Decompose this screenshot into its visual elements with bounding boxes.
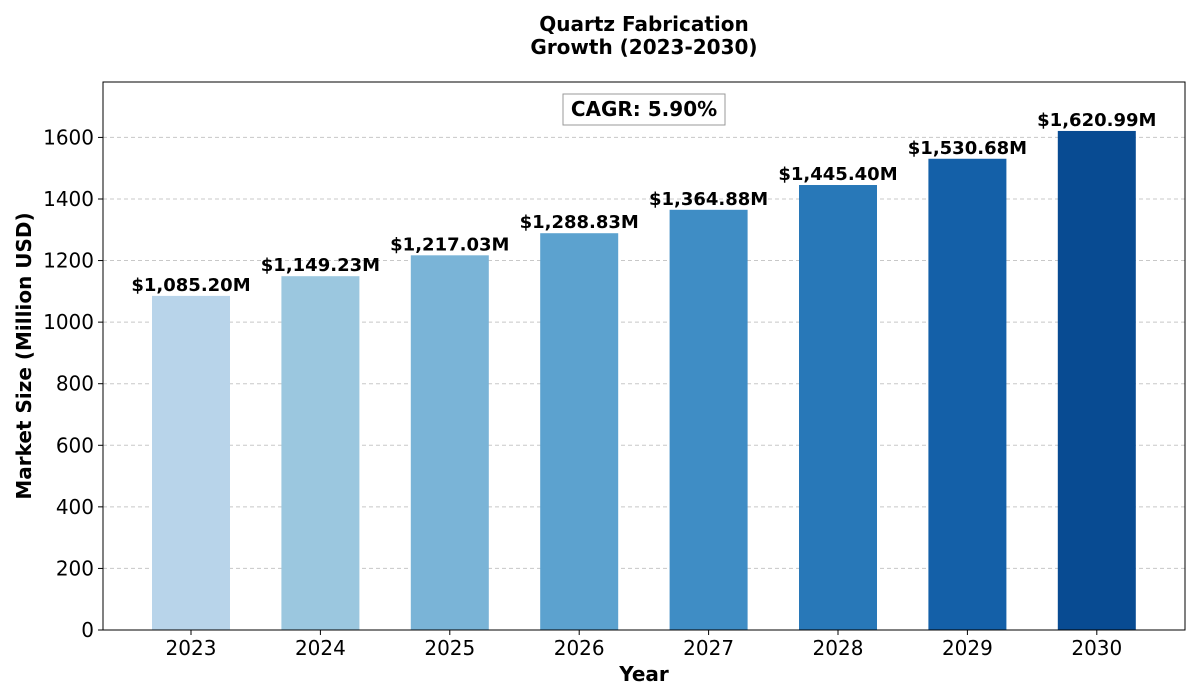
plot-frame <box>102 81 1186 631</box>
x-tick-label: 2024 <box>295 636 346 660</box>
bar <box>152 295 230 630</box>
data-labels: $1,085.20M $1,149.23M $1,217.03M $1,288.83M… <box>131 110 1156 296</box>
bar <box>799 185 877 630</box>
y-tick-label: 1600 <box>43 125 94 149</box>
y-tick-label: 1200 <box>43 249 94 273</box>
bar <box>669 209 748 630</box>
y-tick-label: 600 <box>56 433 94 457</box>
y-axis-label: Market Size (Million USD) <box>12 212 36 499</box>
bar <box>540 233 619 630</box>
bar-value-label: $1,620.99M <box>1037 110 1156 131</box>
bars <box>152 130 1136 630</box>
bar-value-label: $1,364.88M <box>649 189 768 210</box>
y-tick-label: 200 <box>56 556 94 580</box>
x-axis-label: Year <box>618 662 669 686</box>
chart-title-line-1: Quartz Fabrication <box>539 12 749 36</box>
cagr-annotation-box <box>562 93 726 126</box>
bar <box>1057 130 1136 630</box>
x-tick-label: 2026 <box>554 636 605 660</box>
bar-value-label: $1,288.83M <box>520 212 639 233</box>
bar-value-label: $1,149.23M <box>261 255 380 276</box>
x-tick-label: 2030 <box>1071 636 1122 660</box>
cagr-annotation-text: CAGR: 5.90% <box>571 97 717 121</box>
y-tick-label: 800 <box>56 372 94 396</box>
bar <box>281 276 360 630</box>
x-axis-ticks: 2023 2024 2025 2026 2027 2028 2029 2030 <box>166 630 1122 660</box>
gridlines <box>103 136 1185 569</box>
y-tick-label: 1000 <box>43 310 94 334</box>
x-tick-label: 2027 <box>683 636 734 660</box>
plot-area <box>103 82 1185 630</box>
chart-title-line-2: Growth (2023-2030) <box>530 35 757 59</box>
x-tick-label: 2028 <box>813 636 864 660</box>
bar <box>410 255 489 630</box>
y-tick-label: 1400 <box>43 187 94 211</box>
y-tick-label: 0 <box>81 618 94 642</box>
cagr-annotation: CAGR: 5.90% <box>562 93 726 126</box>
x-tick-label: 2023 <box>166 636 217 660</box>
y-tick-label: 400 <box>56 495 94 519</box>
x-tick-label: 2025 <box>424 636 475 660</box>
bar-value-label: $1,085.20M <box>131 275 250 296</box>
bar-value-label: $1,445.40M <box>778 164 897 185</box>
bar <box>928 158 1007 630</box>
bar-value-label: $1,217.03M <box>390 234 509 255</box>
bar-value-label: $1,530.68M <box>908 138 1027 159</box>
y-axis-ticks: 0 200 400 600 800 1000 1200 1400 1600 <box>43 125 103 642</box>
x-tick-label: 2029 <box>942 636 993 660</box>
